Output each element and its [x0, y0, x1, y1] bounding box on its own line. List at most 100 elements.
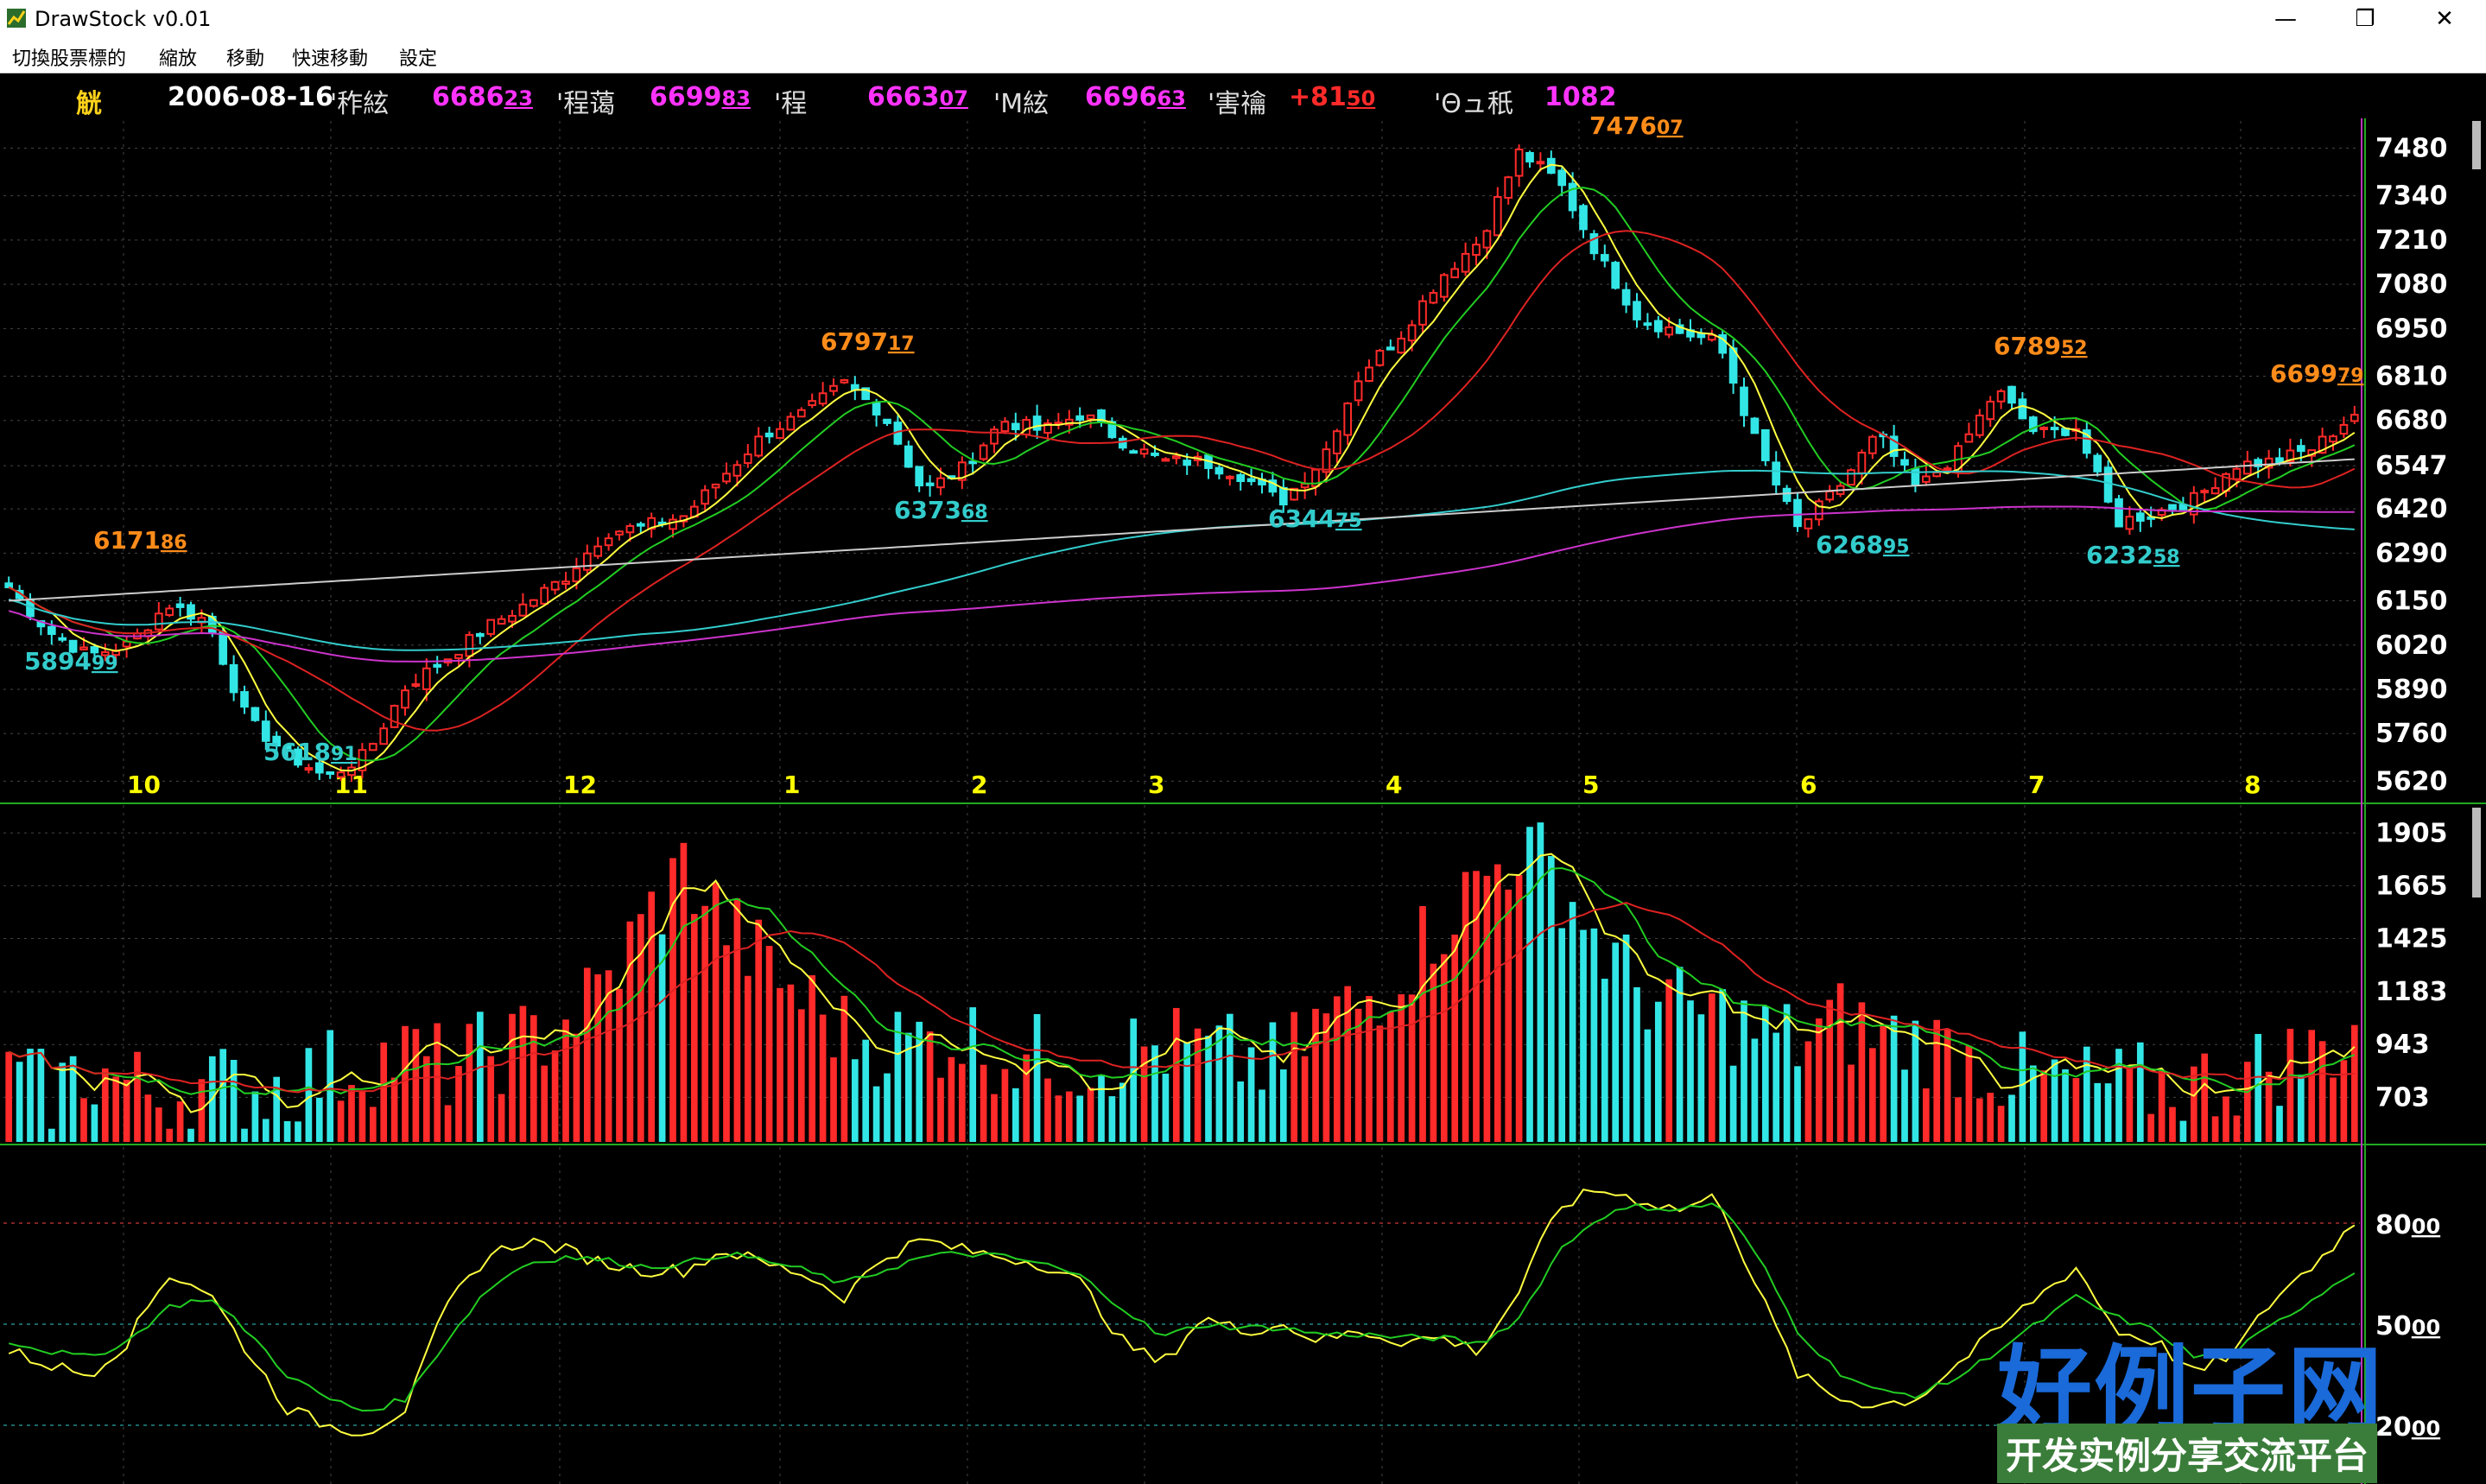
- candle-body: [1740, 386, 1748, 416]
- menu-zoom[interactable]: 縮放: [159, 48, 198, 70]
- volume-bar: [1975, 1098, 1983, 1142]
- price-annotation-low: 623258: [2086, 541, 2180, 569]
- candle-body: [1407, 324, 1417, 342]
- candle-body: [1129, 450, 1138, 454]
- candle-body: [883, 418, 891, 424]
- volume-bar: [809, 975, 816, 1142]
- volume-bar: [1183, 1042, 1191, 1142]
- kd-axis-tick: 8000: [2375, 1210, 2440, 1240]
- volume-bar: [916, 1021, 923, 1142]
- volume-bar: [1301, 1056, 1309, 1142]
- volume-bar: [1794, 1066, 1801, 1142]
- candle-body: [1536, 161, 1545, 165]
- candle-body: [818, 392, 828, 405]
- volume-bar: [1451, 934, 1459, 1142]
- volume-bar: [1162, 1073, 1170, 1142]
- volume-bar: [926, 1031, 934, 1142]
- volume-bar: [1291, 1012, 1298, 1142]
- candle-body: [1011, 422, 1020, 431]
- volume-bar: [2094, 1082, 2102, 1142]
- volume-bar: [1922, 1088, 1930, 1142]
- candle-body: [1772, 461, 1781, 486]
- candle-body: [2039, 426, 2049, 430]
- volume-axis-tick: 1905: [2375, 818, 2448, 848]
- candle-body: [1760, 428, 1770, 461]
- price-annotation-high: 617186: [93, 526, 187, 555]
- volume-bar: [1087, 1088, 1094, 1142]
- candle-body: [90, 646, 99, 654]
- volume-bar: [1880, 1024, 1887, 1142]
- volume-bar: [1997, 1106, 2005, 1142]
- candle-body: [669, 518, 677, 530]
- candle-body: [486, 618, 496, 635]
- kd-k-line: [8, 1188, 2356, 1436]
- volume-bar: [733, 898, 741, 1142]
- candle-body: [2168, 504, 2177, 511]
- close-button[interactable]: ✕: [2435, 6, 2454, 32]
- menu-move[interactable]: 移動: [226, 48, 265, 70]
- volume-bar: [498, 1094, 505, 1142]
- volume-axis-tick: 703: [2375, 1082, 2430, 1113]
- volume-bar: [1226, 1013, 1233, 1142]
- candle-body: [1943, 467, 1952, 472]
- candle-body: [625, 524, 635, 534]
- candle-body: [508, 614, 517, 623]
- volume-bar: [37, 1049, 45, 1142]
- volume-bar: [2340, 1060, 2348, 1142]
- candle-body: [1718, 333, 1728, 354]
- candle-body: [1075, 415, 1085, 421]
- volume-bar: [1955, 1097, 1962, 1142]
- volume-bar: [1965, 1045, 1973, 1142]
- candle-body: [1514, 149, 1524, 177]
- volume-bar: [1065, 1091, 1073, 1142]
- menu-quick-move[interactable]: 快速移動: [292, 48, 369, 70]
- volume-bar: [1462, 872, 1469, 1142]
- volume-bar: [412, 1029, 420, 1142]
- volume-bar: [2308, 1030, 2316, 1142]
- candle-body: [1621, 289, 1631, 306]
- menu-switch-symbol[interactable]: 切換股票標的: [12, 48, 127, 70]
- price-axis-tick: 7210: [2375, 225, 2448, 256]
- open-value: 668623: [432, 82, 533, 112]
- candle-body: [454, 653, 463, 659]
- volume-bar: [1848, 1064, 1855, 1142]
- candle-body: [1472, 244, 1481, 257]
- volume-bar: [134, 1051, 141, 1142]
- candle-body: [2200, 490, 2210, 494]
- restore-button[interactable]: ❐: [2355, 6, 2375, 32]
- candle-body: [1461, 252, 1470, 273]
- volume-bar: [1194, 1028, 1202, 1142]
- volume-bar: [755, 919, 763, 1142]
- price-ma10-line: [8, 187, 2356, 762]
- volume-bar: [551, 1050, 559, 1142]
- volume-bar: [1868, 1048, 1876, 1142]
- candle-body: [379, 727, 389, 745]
- candle-body: [1868, 435, 1877, 454]
- volume-bar: [176, 1101, 184, 1142]
- volume-bar: [2265, 1071, 2273, 1142]
- volume-bar: [1601, 979, 1608, 1142]
- price-axis-tick: 6810: [2375, 362, 2448, 392]
- volume-bar: [1322, 1013, 1330, 1142]
- volume-bar: [2190, 1066, 2197, 1142]
- volume-bar: [2083, 1046, 2090, 1142]
- volume-ma20-line: [8, 902, 2355, 1094]
- volume-bar: [1804, 1041, 1812, 1142]
- candle-body: [240, 691, 249, 708]
- volume-bar: [1119, 1082, 1126, 1142]
- volume-bar: [1622, 934, 1630, 1142]
- candle-body: [1365, 366, 1373, 383]
- candle-body: [1354, 380, 1363, 402]
- volume-ma10-line: [8, 866, 2356, 1095]
- candle-body: [1268, 479, 1278, 493]
- volume-bar: [444, 1105, 452, 1142]
- minimize-button[interactable]: —: [2274, 6, 2297, 32]
- volume-bar: [2179, 1120, 2187, 1142]
- candle-body: [1921, 475, 1931, 483]
- volume-bar: [2040, 1070, 2048, 1142]
- volume-bar: [1612, 942, 1620, 1142]
- candle-body: [261, 720, 270, 742]
- candle-body: [2135, 512, 2145, 522]
- menu-settings[interactable]: 設定: [399, 48, 438, 70]
